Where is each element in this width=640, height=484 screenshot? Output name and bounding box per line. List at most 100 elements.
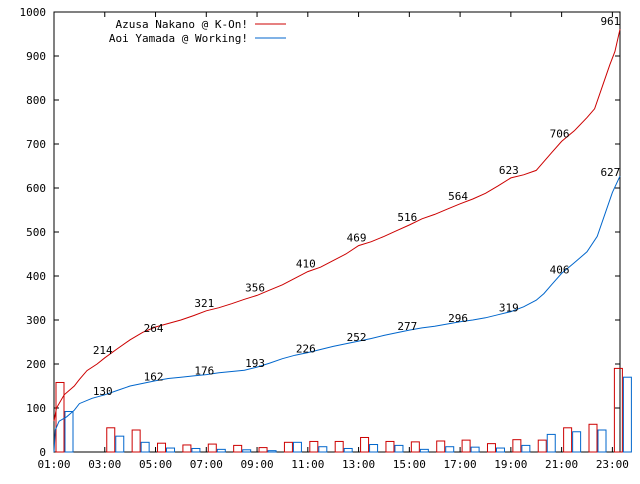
bar [242,449,252,453]
y-tick-label: 400 [26,270,46,283]
legend-label: Aoi Yamada @ Working! [109,32,248,45]
data-label: 516 [397,211,417,224]
bar [461,439,471,453]
data-label: 264 [144,322,164,335]
data-label: 623 [499,164,519,177]
bar [495,447,505,453]
bar [360,436,370,453]
x-tick-label: 21:00 [545,458,578,471]
bar [572,431,582,453]
y-tick-label: 900 [26,50,46,63]
y-tick-label: 0 [39,446,46,459]
x-tick-label: 11:00 [291,458,324,471]
x-tick-label: 07:00 [190,458,223,471]
data-label: 214 [93,344,113,357]
bar [64,411,74,453]
x-tick-label: 13:00 [342,458,375,471]
y-tick-label: 1000 [20,6,47,19]
bar [385,440,395,453]
x-tick-label: 17:00 [444,458,477,471]
bar [292,441,302,453]
series-line-aoi [53,175,621,453]
data-label: 176 [194,365,214,378]
bar [55,381,65,453]
axes: 0 100 200 300 400 500 600 700 800 900 1000 01:00 03:… [20,6,629,471]
data-label: 296 [448,312,468,325]
y-tick-label: 700 [26,138,46,151]
bar [369,444,379,453]
bar [334,440,344,453]
data-label: 961 [600,15,620,28]
y-tick-label: 600 [26,182,46,195]
data-label: 706 [550,127,570,140]
data-label: 469 [347,232,367,245]
plot-frame [53,11,621,453]
bar [597,429,607,453]
bar [309,440,319,453]
data-label: 277 [397,320,417,333]
x-tick-label: 15:00 [393,458,426,471]
bar [191,447,201,453]
data-label: 319 [499,302,519,315]
bar [318,446,328,453]
series-line-azusa [53,29,621,422]
bar [207,443,217,453]
bar [470,446,480,453]
y-tick-label: 100 [26,402,46,415]
bar [563,427,573,453]
bar [512,439,522,453]
data-label: 627 [600,166,620,179]
bar [419,448,429,453]
bar [521,444,531,453]
data-label: 406 [550,263,570,276]
bar [410,441,420,453]
data-label: 193 [245,357,265,370]
bar [343,447,353,453]
bar [267,450,277,453]
y-tick-label: 800 [26,94,46,107]
data-label: 356 [245,281,265,294]
legend-label: Azusa Nakano @ K-On! [116,18,248,31]
data-label: 162 [144,371,164,384]
data-labels: 214 264 321 356 410 469 516 564 623 706 961 130 162 1… [93,15,620,398]
data-label: 130 [93,385,113,398]
bar [546,433,556,453]
bar [588,423,598,453]
bar [394,444,404,453]
bar [622,376,632,453]
bar [436,440,446,453]
x-tick-label: 19:00 [494,458,527,471]
x-tick-label: 01:00 [37,458,70,471]
bar [216,448,226,453]
x-tick-label: 23:00 [596,458,629,471]
bar [283,441,293,453]
x-tick-label: 03:00 [88,458,121,471]
bar [486,443,496,453]
data-label: 564 [448,190,468,203]
data-label: 410 [296,258,316,271]
x-tick-label: 05:00 [139,458,172,471]
bar [182,444,192,453]
bar [140,441,150,453]
bar [157,442,167,453]
bar [115,435,125,453]
hourly-bars [55,367,632,453]
x-tick-label: 09:00 [240,458,273,471]
bar [233,444,243,453]
legend: Azusa Nakano @ K-On!Aoi Yamada @ Working… [109,18,286,45]
bar [613,367,623,453]
bar [106,427,116,453]
bar [537,439,547,453]
series-lines [53,29,621,453]
data-label: 252 [347,331,367,344]
y-tick-label: 500 [26,226,46,239]
bar [445,446,455,453]
y-tick-label: 300 [26,314,46,327]
data-label: 226 [296,343,316,356]
y-tick-label: 200 [26,358,46,371]
bar [131,429,141,453]
bar [258,447,268,453]
data-label: 321 [194,297,214,310]
